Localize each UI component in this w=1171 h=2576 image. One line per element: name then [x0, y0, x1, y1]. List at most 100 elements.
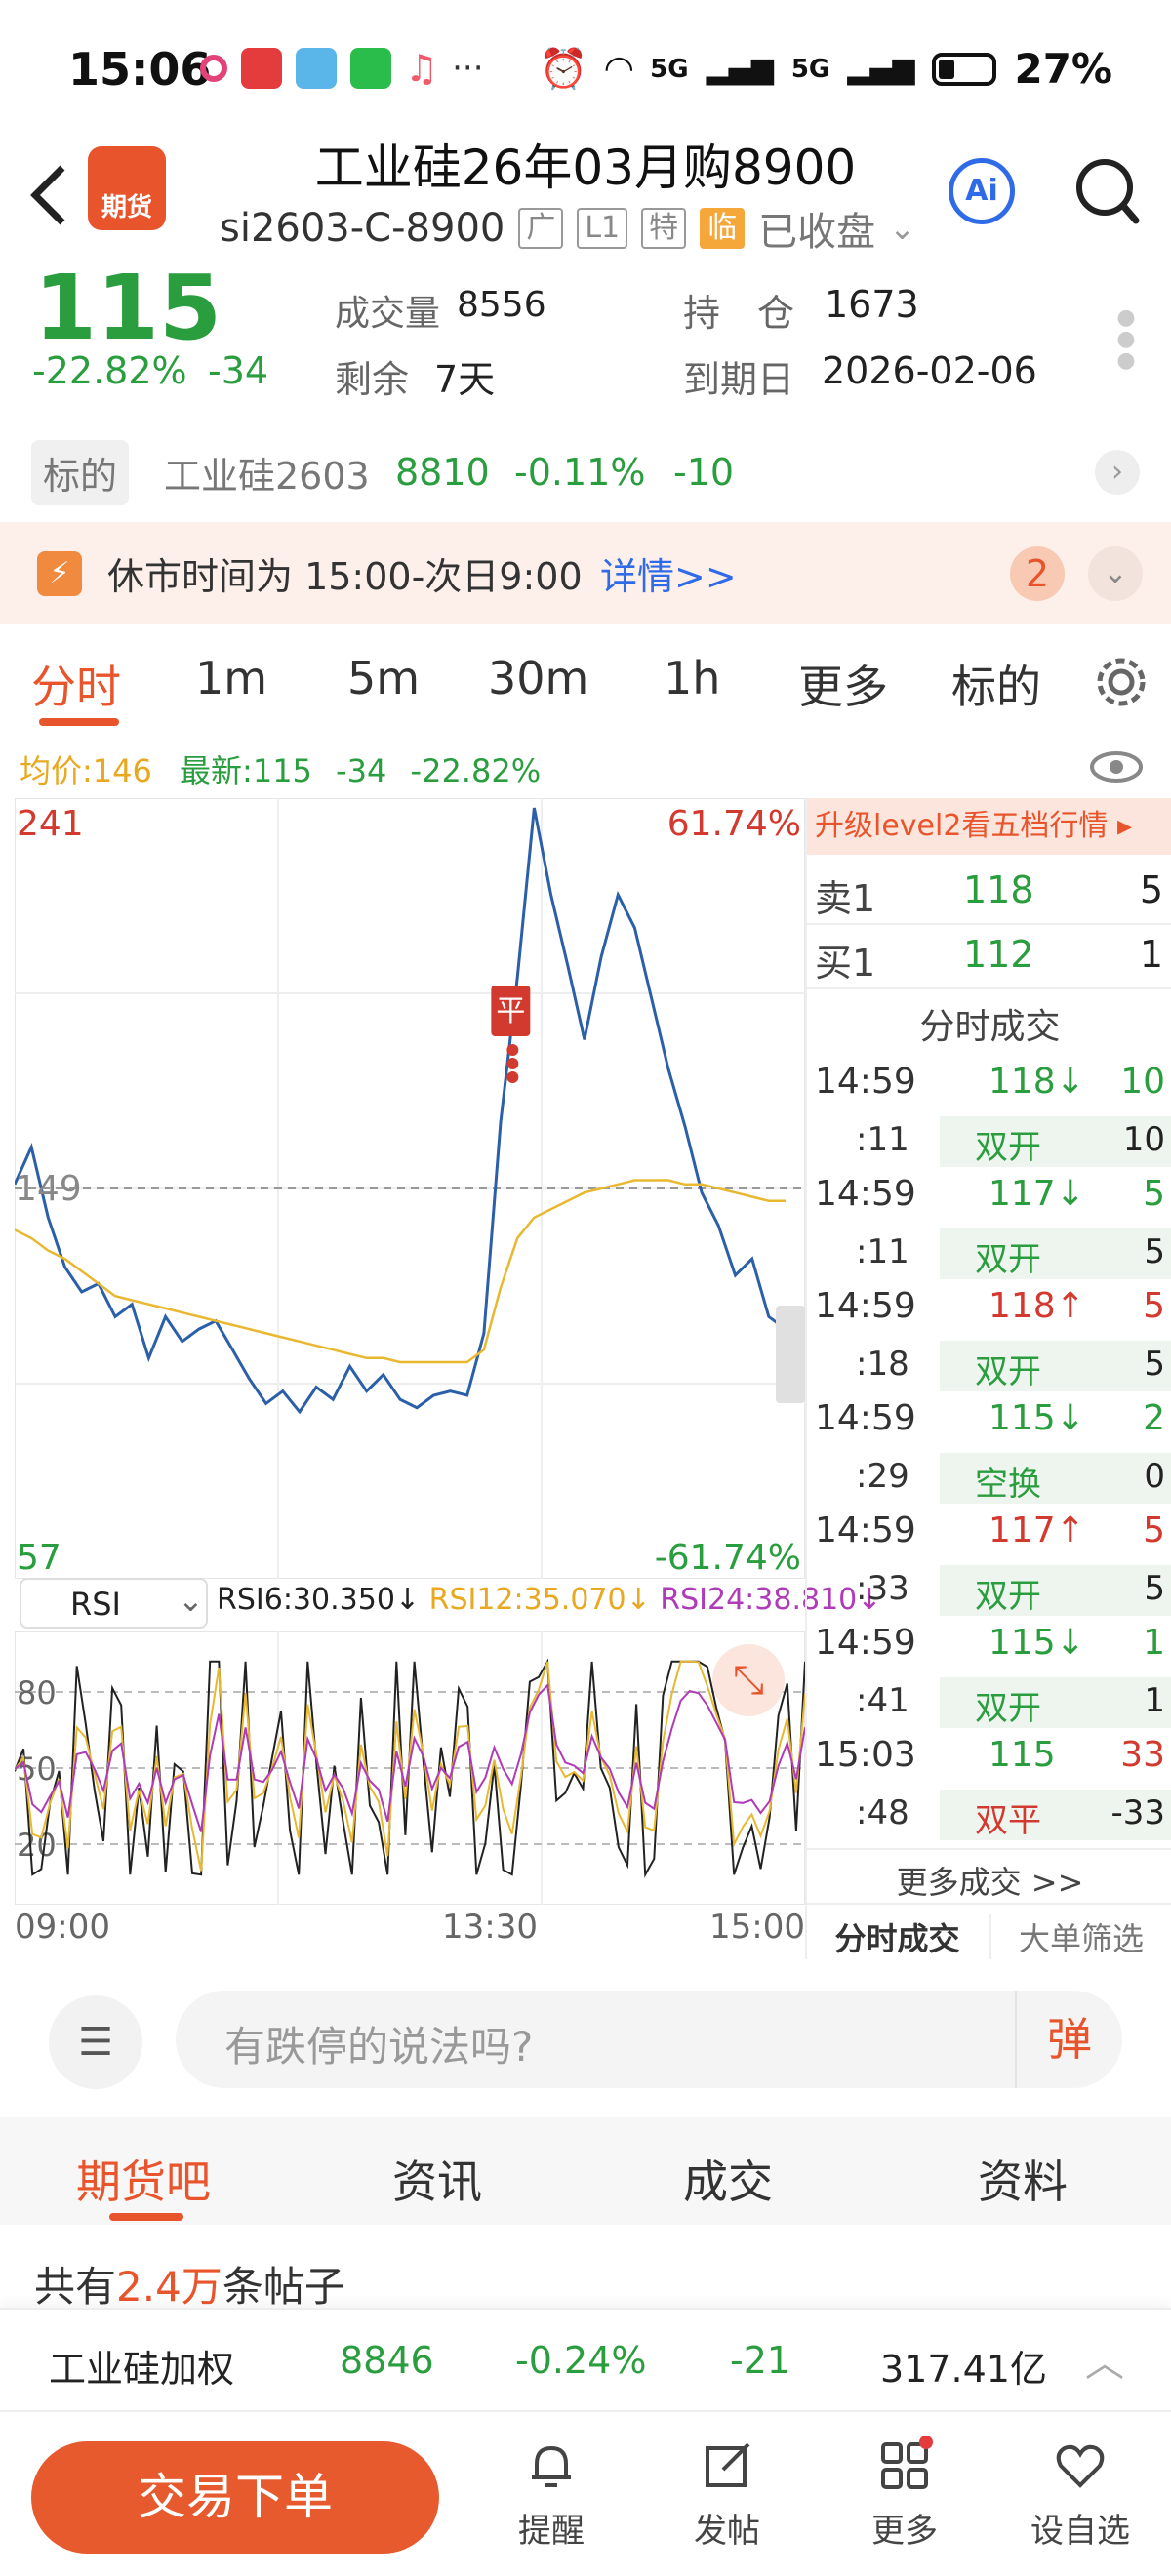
price-line: [13, 807, 787, 1415]
rsi24-value: RSI24:38.810↓: [660, 1583, 882, 1617]
trade-type-volume: 10: [1122, 1120, 1165, 1159]
tab-5m[interactable]: 5m: [347, 652, 421, 704]
post-count-number: 2.4万: [116, 2263, 222, 2311]
status-bar: 15:06 ♫ ··· ⏰ ◠ 5G ▂▄▆ 5G ▂▄▆ 27%: [0, 0, 1171, 137]
alert-label: 提醒: [518, 2512, 585, 2551]
trade-second: :11: [856, 1120, 909, 1159]
tab-news[interactable]: 资讯: [392, 2155, 482, 2208]
rsi-level-label: 80: [17, 1674, 57, 1711]
notice-text: 休市时间为 15:00-次日9:00: [107, 555, 583, 598]
tab-profile[interactable]: 资料: [978, 2155, 1068, 2208]
side-tab-trades[interactable]: 分时成交: [834, 1920, 960, 1957]
trade-type-row: :11 双开 5: [807, 1227, 1171, 1281]
y-label-bottom: 57: [17, 1538, 61, 1578]
intraday-chart[interactable]: 241 149 57 61.74% -61.74% 平: [13, 797, 806, 1580]
rsi-selector[interactable]: RSI ⌄: [20, 1578, 208, 1629]
trade-second: :11: [856, 1232, 909, 1271]
volume-value: 8556: [457, 285, 546, 325]
chevron-up-icon[interactable]: ︿: [1085, 2341, 1124, 2386]
trade-type-volume: 1: [1144, 1681, 1165, 1720]
notice-expand-button[interactable]: ⌄: [1088, 545, 1143, 601]
trade-volume: 33: [1120, 1735, 1165, 1775]
x-axis-labels: 09:00 13:30 15:00: [15, 1908, 805, 1952]
tag-l1: L1: [577, 208, 628, 249]
underlying-row[interactable]: 标的 工业硅2603 8810 -0.11% -10 ›: [0, 423, 1171, 521]
tab-30m[interactable]: 30m: [488, 652, 589, 704]
pct-label-bottom: -61.74%: [655, 1538, 801, 1578]
trade-order-button[interactable]: 交易下单: [31, 2441, 439, 2554]
rsi-values: RSI6:30.350↓ RSI12:35.070↓ RSI24:38.810↓: [217, 1583, 881, 1617]
more-trades-link[interactable]: 更多成交 >>: [807, 1848, 1171, 1903]
eye-icon[interactable]: [1089, 749, 1144, 788]
chevron-down-icon[interactable]: ⌄: [889, 210, 915, 247]
comment-filter-button[interactable]: ☰: [49, 1995, 142, 2089]
underlying-price: 8810: [395, 451, 490, 494]
trade-volume: 2: [1143, 1398, 1165, 1438]
notice-details-link[interactable]: 详情>>: [600, 555, 737, 598]
post-count: 共有2.4万条帖子: [34, 2254, 345, 2314]
search-button[interactable]: [1073, 156, 1142, 234]
rsi-chart[interactable]: 80 50 20: [14, 1630, 806, 1906]
comment-input[interactable]: 有跌停的说法吗? 弹: [176, 1991, 1122, 2088]
notice-count-badge[interactable]: 2: [1010, 545, 1065, 601]
header-subtitle: si2603-C-8900 广 L1 特 临 已收盘 ⌄: [220, 200, 915, 257]
trade-type-row: :11 双开 10: [807, 1114, 1171, 1169]
index-ticker[interactable]: 工业硅加权 8846 -0.24% -21 317.41亿 ︿: [0, 2308, 1171, 2410]
back-button[interactable]: [21, 156, 80, 234]
danmu-toggle[interactable]: 弹: [1015, 1991, 1122, 2088]
trade-marker-dot: [506, 1044, 519, 1056]
ai-button[interactable]: Ai: [949, 158, 1015, 224]
expand-button[interactable]: ⤡: [712, 1644, 785, 1716]
position-value: 1673: [825, 283, 919, 326]
level2-banner[interactable]: 升级level2看五档行情 ▸: [807, 798, 1171, 855]
trade-time: 14:59: [815, 1510, 916, 1550]
avg-price-line: [14, 1179, 786, 1364]
trade-type-volume: -33: [1110, 1793, 1165, 1832]
trade-type-volume: 5: [1144, 1569, 1165, 1608]
tab-trades[interactable]: 成交: [683, 2155, 773, 2208]
search-icon: [1076, 159, 1140, 224]
ticker-pct: -0.24%: [515, 2339, 647, 2382]
trade-type-volume: 5: [1144, 1232, 1165, 1271]
edit-icon: [706, 2442, 750, 2487]
tab-timeshare[interactable]: 分时: [31, 661, 121, 713]
legend-change: -34: [336, 752, 387, 789]
tab-1h[interactable]: 1h: [664, 652, 721, 704]
legend-latest: 最新:115: [180, 752, 312, 789]
trade-row: 14:59 115↓ 2: [807, 1394, 1171, 1451]
underlying-name: 工业硅2603: [164, 454, 370, 498]
trade-second: :29: [856, 1457, 909, 1496]
alert-button[interactable]: 提醒: [483, 2436, 620, 2552]
trade-marker-dot: [506, 1071, 519, 1083]
comment-placeholder: 有跌停的说法吗?: [224, 2023, 534, 2071]
tab-underlying[interactable]: 标的: [951, 661, 1041, 713]
more-menu-button[interactable]: ● ● ●: [1116, 307, 1136, 376]
side-tab-bigorders[interactable]: 大单筛选: [989, 1914, 1171, 1959]
rsi12-value: RSI12:35.070↓: [428, 1583, 651, 1617]
post-button[interactable]: 发帖: [659, 2436, 795, 2552]
volume-label: 成交量: [335, 294, 441, 334]
more-button[interactable]: 更多: [836, 2435, 973, 2552]
add-watchlist-button[interactable]: 设自选: [1012, 2436, 1149, 2552]
chevron-left-icon: [30, 165, 65, 225]
rsi-chart-svg: 80 50 20: [14, 1630, 806, 1906]
trade-type-bg: [940, 1565, 1171, 1616]
alarm-icon: ⏰: [539, 47, 588, 92]
market-status[interactable]: 已收盘: [758, 210, 876, 255]
notification-icons: ♫ ···: [200, 47, 484, 90]
tab-forum[interactable]: 期货吧: [76, 2155, 211, 2208]
tab-1m[interactable]: 1m: [195, 652, 268, 704]
tag-lin: 临: [700, 208, 746, 249]
remaining-label: 剩余: [335, 358, 410, 401]
side-tabs: 分时成交 大单筛选: [807, 1903, 1171, 1959]
trade-marker-label: 平: [496, 994, 525, 1028]
trade-row: 14:59 115↓ 1: [807, 1619, 1171, 1675]
trade-time: 14:59: [815, 1174, 916, 1214]
bid-price: 112: [963, 933, 1034, 976]
tab-more[interactable]: 更多: [798, 661, 888, 713]
remaining-value: 7天: [434, 358, 496, 401]
settings-button[interactable]: [1093, 654, 1150, 721]
change-value: -34: [208, 349, 269, 392]
trade-row: 14:59 118↓ 10: [807, 1058, 1171, 1114]
trade-price: 118↑: [989, 1286, 1085, 1326]
